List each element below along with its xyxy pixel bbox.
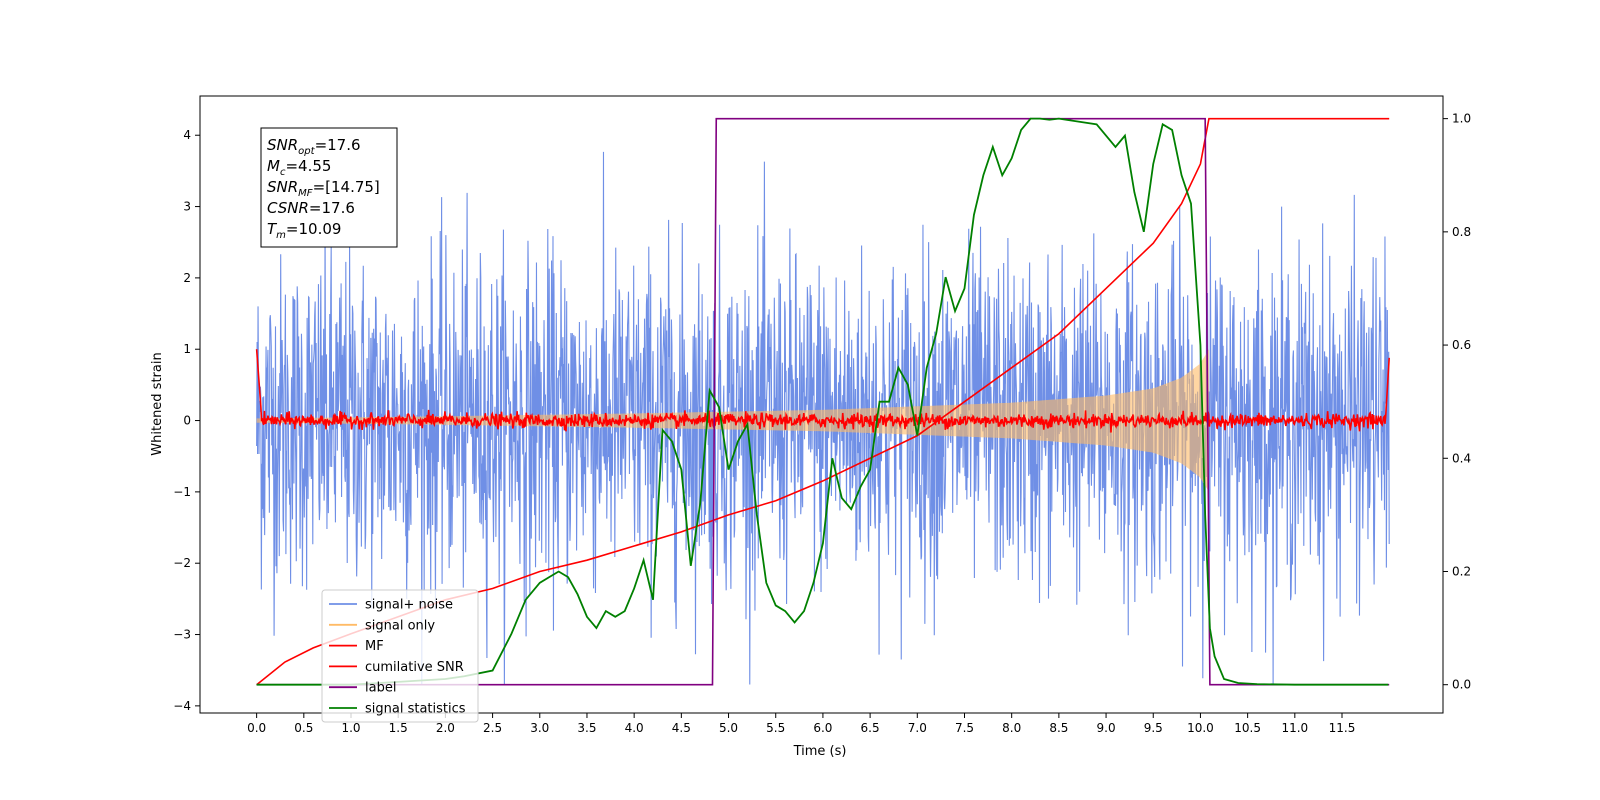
y-axis-left: 4 3 2 1 0 −1 −2 −3 −4 (173, 128, 200, 713)
annotation-frame (260, 127, 398, 248)
x-tick-label: 4.5 (672, 721, 691, 735)
plot-frame (199, 95, 1444, 714)
y-left-tick-label: −4 (173, 699, 191, 713)
x-tick-label: 4.0 (625, 721, 644, 735)
x-tick-label: 5.0 (719, 721, 738, 735)
x-tick-label: 9.0 (1097, 721, 1116, 735)
series-label (256, 117, 1390, 686)
y-left-tick-label: −1 (173, 485, 191, 499)
y-left-tick-label: −3 (173, 628, 191, 642)
series-signal-statistics (256, 117, 1389, 686)
y-right-tick-label: 0.2 (1452, 564, 1471, 578)
y-left-tick-label: 4 (183, 128, 191, 142)
x-tick-label: 8.0 (1002, 721, 1021, 735)
y-axis-label: Whitened strain (150, 352, 165, 455)
legend-label: MF (365, 639, 384, 654)
legend-label: signal only (365, 618, 435, 633)
x-tick-label: 5.5 (766, 721, 785, 735)
x-tick-label: 1.0 (341, 721, 360, 735)
y-left-tick-label: 2 (183, 271, 191, 285)
y-left-tick-label: 3 (183, 200, 191, 214)
legend-label: signal+ noise (365, 598, 453, 613)
x-tick-label: 9.5 (1144, 721, 1163, 735)
annotation-line: SNRMF=[14.75] (267, 178, 380, 199)
x-tick-label: 11.0 (1281, 721, 1308, 735)
series-mf (255, 349, 1390, 433)
y-left-tick-label: 0 (183, 414, 191, 428)
annotation-box: SNRopt=17.6Mc=4.55SNRMF=[14.75]CSNR=17.6… (260, 127, 398, 248)
x-tick-label: 10.5 (1234, 721, 1261, 735)
x-tick-label: 1.5 (389, 721, 408, 735)
x-tick-label: 7.0 (908, 721, 927, 735)
x-tick-label: 7.5 (955, 721, 974, 735)
x-tick-label: 0.5 (294, 721, 313, 735)
legend: signal+ noise signal only MF cumilative SNR… (321, 589, 479, 723)
y-left-tick-label: 1 (183, 342, 191, 356)
x-axis-label: Time (s) (793, 744, 847, 759)
y-axis-right: 1.0 0.8 0.6 0.4 0.2 0.0 (1443, 112, 1471, 692)
y-right-tick-label: 0.4 (1452, 451, 1471, 465)
annotation-line: Mc=4.55 (267, 157, 331, 178)
y-right-tick-label: 0.8 (1452, 225, 1471, 239)
x-tick-label: 2.5 (483, 721, 502, 735)
x-tick-label: 10.0 (1187, 721, 1214, 735)
annotation-line: CSNR=17.6 (267, 199, 355, 217)
x-tick-label: 6.0 (813, 721, 832, 735)
x-axis: 0.0 0.5 1.0 1.5 2.0 2.5 3.0 3.5 4.0 4.5 5.0 5.5 6.0 6… (247, 713, 1355, 735)
x-tick-label: 3.5 (577, 721, 596, 735)
legend-label: signal statistics (365, 702, 466, 717)
x-tick-label: 0.0 (247, 721, 266, 735)
annotation-line: SNRopt=17.6 (267, 136, 361, 157)
legend-frame (321, 589, 479, 723)
legend-label: cumilative SNR (365, 660, 464, 675)
y-left-tick-label: −2 (173, 556, 191, 570)
x-tick-label: 6.5 (861, 721, 880, 735)
annotation-line: Tm=10.09 (267, 220, 341, 241)
y-right-tick-label: 1.0 (1452, 112, 1471, 126)
x-tick-label: 8.5 (1049, 721, 1068, 735)
x-tick-label: 3.0 (530, 721, 549, 735)
y-right-tick-label: 0.0 (1452, 678, 1471, 692)
y-right-tick-label: 0.6 (1452, 338, 1471, 352)
x-tick-label: 11.5 (1329, 721, 1356, 735)
legend-label: label (365, 681, 396, 696)
x-tick-label: 2.0 (436, 721, 455, 735)
